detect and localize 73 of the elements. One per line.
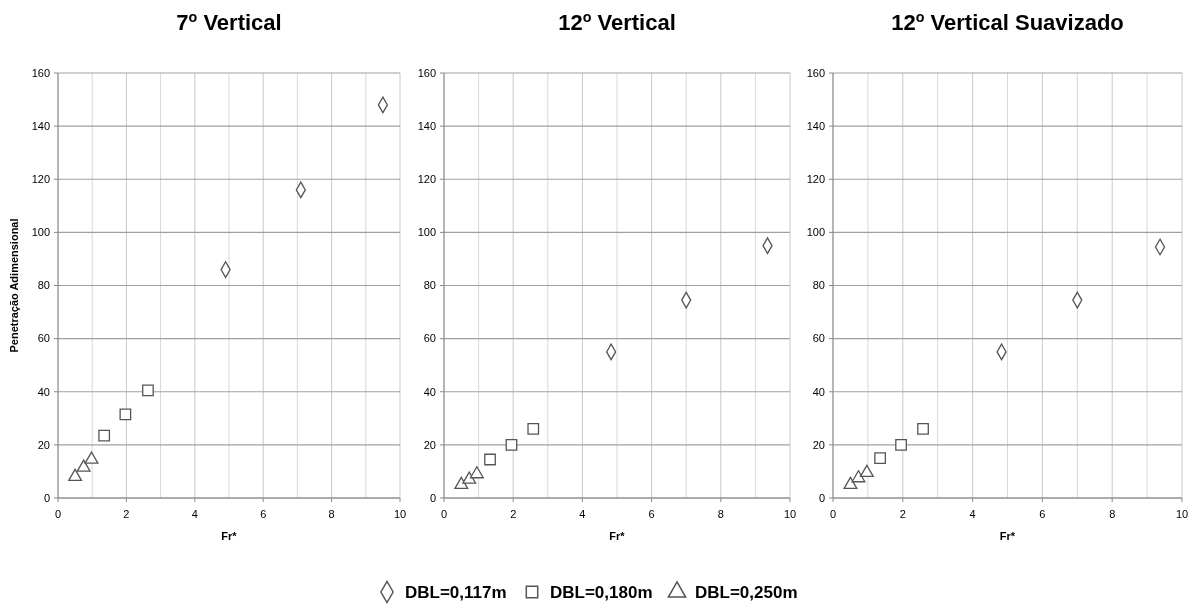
y-tick-label: 20 (423, 438, 436, 451)
y-tick-label: 40 (812, 385, 825, 398)
point (469, 466, 484, 479)
y-tick-label: 160 (417, 66, 436, 79)
chart-title: 12$^{o}$ Vertical (558, 9, 676, 35)
y-tick-label: 100 (31, 226, 50, 239)
y-tick-label: 0 (818, 491, 825, 504)
x-tick-label: 6 (260, 508, 267, 520)
y-tick-label: 100 (806, 226, 825, 239)
y-tick-label: 80 (423, 279, 436, 292)
y-tick-label: 40 (37, 385, 50, 398)
y-tick-label: 80 (37, 279, 50, 292)
x-tick-label: 10 (393, 508, 407, 520)
x-tick-label: 2 (510, 508, 517, 520)
point (68, 468, 83, 482)
y-tick-label: 60 (423, 332, 436, 345)
legend-label: DBL=0,180m (550, 583, 653, 602)
chart-title: 7$^{o}$ Vertical (176, 9, 282, 35)
point (462, 471, 477, 484)
point (527, 423, 540, 435)
legend-label: DBL=0,250m (695, 583, 798, 602)
x-tick-label: 6 (1039, 508, 1046, 520)
point (851, 470, 866, 483)
y-tick-label: 80 (812, 279, 825, 292)
point (859, 464, 874, 478)
point (843, 476, 858, 490)
y-tick-label: 120 (417, 173, 436, 186)
y-tick-label: 120 (806, 173, 825, 186)
y-tick-label: 160 (31, 66, 50, 79)
x-tick-label: 8 (328, 508, 335, 520)
y-tick-label: 40 (423, 385, 436, 398)
x-tick-label: 0 (54, 508, 62, 520)
point (119, 408, 132, 421)
point (84, 451, 99, 464)
x-tick-label: 0 (829, 508, 837, 520)
x-tick-label: 10 (1175, 508, 1189, 520)
x-axis-title: Fr* (609, 530, 626, 542)
y-tick-label: 140 (417, 119, 436, 132)
x-tick-label: 8 (717, 508, 724, 520)
x-tick-label: 8 (1109, 508, 1116, 520)
y-tick-label: 140 (806, 119, 825, 132)
y-tick-label: 0 (429, 491, 436, 504)
y-tick-label: 0 (43, 491, 50, 504)
x-tick-label: 6 (648, 508, 655, 520)
x-tick-label: 4 (969, 508, 976, 520)
x-axis-title: Fr* (221, 530, 238, 542)
x-tick-label: 0 (440, 508, 448, 520)
point (98, 429, 111, 442)
point (505, 438, 518, 451)
x-tick-label: 4 (191, 508, 198, 520)
y-tick-label: 20 (37, 438, 50, 451)
point (484, 453, 496, 466)
x-tick-label: 10 (783, 508, 797, 520)
x-tick-label: 2 (899, 508, 906, 520)
x-tick-label: 2 (123, 508, 130, 520)
x-axis-title: Fr* (999, 530, 1016, 542)
y-tick-label: 140 (31, 119, 50, 132)
y-tick-label: 60 (37, 332, 50, 345)
point (895, 438, 907, 451)
x-tick-label: 4 (579, 508, 586, 520)
point (917, 423, 929, 435)
y-tick-label: 100 (417, 226, 436, 239)
y-axis-title: Penetração Adimensional (8, 218, 20, 353)
y-tick-label: 60 (812, 332, 825, 345)
point (454, 476, 469, 490)
point (142, 384, 154, 397)
legend-label: DBL=0,117m (405, 583, 507, 602)
y-tick-label: 20 (812, 438, 825, 451)
chart-title: 12$^{o}$ Vertical Suavizado (891, 9, 1124, 35)
point (76, 459, 91, 472)
point (874, 452, 887, 465)
y-tick-label: 160 (806, 66, 825, 79)
y-tick-label: 120 (31, 173, 50, 186)
